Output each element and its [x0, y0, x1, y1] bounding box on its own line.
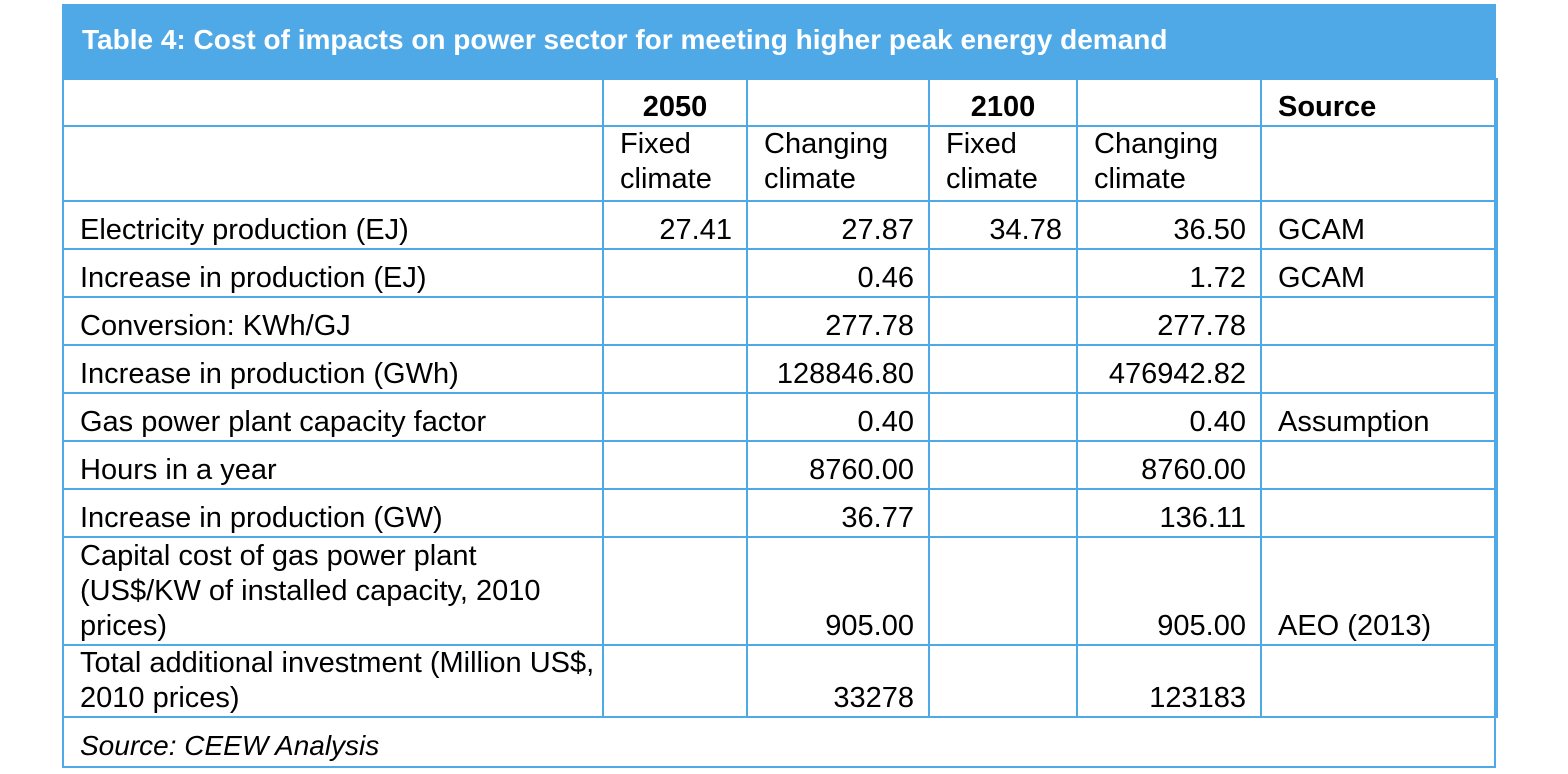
fixed-2050-value: [602, 248, 748, 298]
changing-2100-value: 905.00: [1076, 536, 1262, 646]
changing-2100-value: 277.78: [1076, 296, 1262, 346]
source-value: [1260, 488, 1498, 538]
source-note: Source: CEEW Analysis: [80, 730, 380, 761]
changing-2050-value: 27.87: [746, 200, 930, 250]
fixed-2100-value: 34.78: [928, 200, 1078, 250]
row-label: Hours in a year: [62, 440, 604, 490]
source-value: GCAM: [1260, 248, 1498, 298]
cost-table: 2050 2100 Source Fixed climate Changing …: [62, 78, 1498, 718]
source-value: [1260, 644, 1498, 718]
fixed-2100-value: [928, 392, 1078, 442]
row-label: Electricity production (EJ): [62, 200, 604, 250]
header-year-2100: 2100: [928, 78, 1078, 127]
changing-2100-value: 1.72: [1076, 248, 1262, 298]
changing-2100-value: 0.40: [1076, 392, 1262, 442]
changing-2100-value: 123183: [1076, 644, 1262, 718]
table-row: Increase in production (GW) 36.77 136.11: [62, 488, 1498, 538]
fixed-2050-value: [602, 644, 748, 718]
fixed-2050-value: [602, 440, 748, 490]
table-row: Conversion: KWh/GJ 277.78 277.78: [62, 296, 1498, 346]
header-changing-2050: Changing climate: [746, 125, 930, 202]
changing-2100-value: 136.11: [1076, 488, 1262, 538]
fixed-2100-value: [928, 344, 1078, 394]
source-value: [1260, 296, 1498, 346]
source-value: [1260, 440, 1498, 490]
fixed-2100-value: [928, 248, 1078, 298]
header-empty-cell: [1260, 125, 1498, 202]
header-year-2050: 2050: [602, 78, 748, 127]
fixed-2050-value: [602, 488, 748, 538]
changing-2050-value: 33278: [746, 644, 930, 718]
table-subheader-row: Fixed climate Changing climate Fixed cli…: [62, 125, 1498, 202]
fixed-2050-value: 27.41: [602, 200, 748, 250]
table-header-row: 2050 2100 Source: [62, 78, 1498, 127]
changing-2100-value: 36.50: [1076, 200, 1262, 250]
header-source: Source: [1260, 78, 1498, 127]
header-empty-cell: [62, 78, 604, 127]
changing-2050-value: 0.40: [746, 392, 930, 442]
table-row: Hours in a year 8760.00 8760.00: [62, 440, 1498, 490]
source-value: Assumption: [1260, 392, 1498, 442]
header-empty-cell: [62, 125, 604, 202]
table-row: Total additional investment (Million US$…: [62, 644, 1498, 718]
table-row: Gas power plant capacity factor 0.40 0.40 A…: [62, 392, 1498, 442]
table-title-bar: Table 4: Cost of impacts on power sector…: [62, 4, 1496, 78]
source-value: AEO (2013): [1260, 536, 1498, 646]
table-row: Electricity production (EJ) 27.41 27.87 34.…: [62, 200, 1498, 250]
changing-2050-value: 128846.80: [746, 344, 930, 394]
fixed-2100-value: [928, 296, 1078, 346]
changing-2100-value: 8760.00: [1076, 440, 1262, 490]
changing-2050-value: 905.00: [746, 536, 930, 646]
row-label: Capital cost of gas power plant (US$/KW …: [62, 536, 604, 646]
fixed-2050-value: [602, 296, 748, 346]
row-label: Increase in production (GWh): [62, 344, 604, 394]
header-changing-2100: Changing climate: [1076, 125, 1262, 202]
source-value: [1260, 344, 1498, 394]
row-label: Increase in production (GW): [62, 488, 604, 538]
row-label: Increase in production (EJ): [62, 248, 604, 298]
fixed-2050-value: [602, 344, 748, 394]
fixed-2050-value: [602, 392, 748, 442]
table-row: Increase in production (GWh) 128846.80 476…: [62, 344, 1498, 394]
header-empty-cell: [1076, 78, 1262, 127]
fixed-2100-value: [928, 488, 1078, 538]
changing-2100-value: 476942.82: [1076, 344, 1262, 394]
table-row: Capital cost of gas power plant (US$/KW …: [62, 536, 1498, 646]
changing-2050-value: 277.78: [746, 296, 930, 346]
row-label: Conversion: KWh/GJ: [62, 296, 604, 346]
table-row: Increase in production (EJ) 0.46 1.72 GCAM: [62, 248, 1498, 298]
fixed-2050-value: [602, 536, 748, 646]
header-empty-cell: [746, 78, 930, 127]
fixed-2100-value: [928, 644, 1078, 718]
changing-2050-value: 8760.00: [746, 440, 930, 490]
header-fixed-2100: Fixed climate: [928, 125, 1078, 202]
row-label: Total additional investment (Million US$…: [62, 644, 604, 718]
changing-2050-value: 36.77: [746, 488, 930, 538]
table-title: Table 4: Cost of impacts on power sector…: [82, 24, 1168, 55]
source-value: GCAM: [1260, 200, 1498, 250]
header-fixed-2050: Fixed climate: [602, 125, 748, 202]
changing-2050-value: 0.46: [746, 248, 930, 298]
fixed-2100-value: [928, 536, 1078, 646]
row-label: Gas power plant capacity factor: [62, 392, 604, 442]
fixed-2100-value: [928, 440, 1078, 490]
